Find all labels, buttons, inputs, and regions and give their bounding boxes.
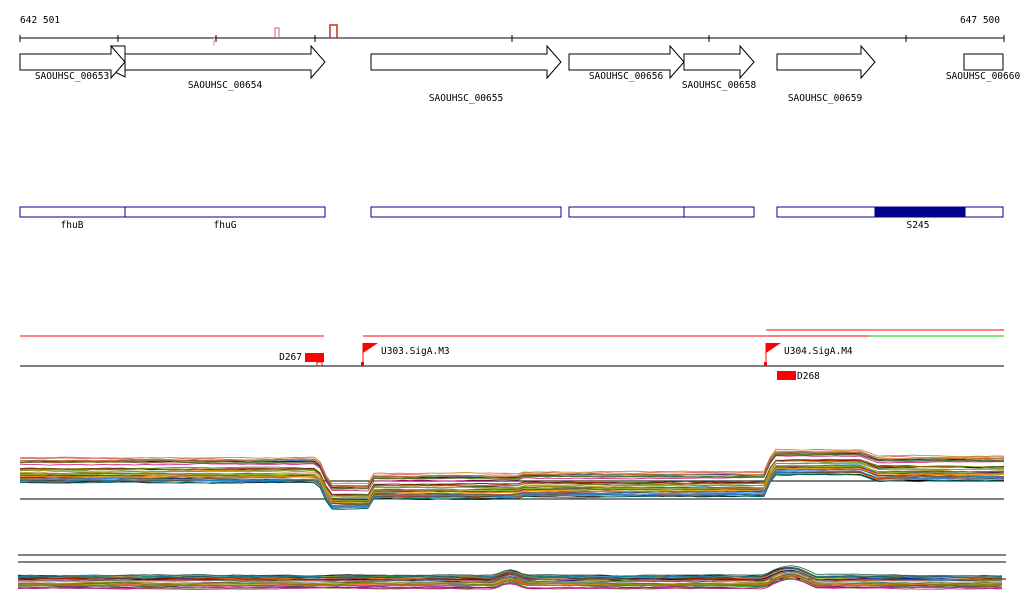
annotation-box[interactable] [124,206,326,218]
promoter-flag[interactable] [766,343,781,353]
annotation-box-highlighted[interactable] [874,206,966,218]
promoter-label: U303.SigA.M3 [381,346,450,357]
gene-label: SAOUHSC_00656 [589,71,664,82]
promoter-flag[interactable] [363,343,378,353]
annotation-box[interactable] [568,206,685,218]
gene-arrow[interactable]: SAOUHSC_00658 [682,44,757,91]
expression-line [18,570,1003,582]
gene-track: SAOUHSC_00653 SAOUHSC_00654 SAOUHSC_0065… [19,44,1021,104]
gene-arrow[interactable]: SAOUHSC_00653 [19,44,126,82]
promoter-dot [764,362,767,366]
end-coordinate: 647 500 [960,15,1000,26]
expression-line [19,455,1005,492]
expression-line [17,565,1003,577]
expression-line [18,575,1002,587]
gene-label: SAOUHSC_00654 [188,80,263,91]
gene-arrow[interactable]: SAOUHSC_00654 [124,44,326,91]
gene-arrow[interactable]: SAOUHSC_00659 [776,44,876,104]
expression-line [19,448,1005,485]
gene-label: SAOUHSC_00655 [429,93,503,104]
gene-label: SAOUHSC_00658 [682,80,757,91]
annotation-box[interactable] [776,206,876,218]
coordinate-ruler: 642 501 647 500 [19,15,1005,46]
promoter-dot [361,362,364,366]
gene-arrow[interactable]: SAOUHSC_00660 [946,53,1021,82]
expression-line [19,464,1005,501]
expression-line [19,450,1005,487]
ruler-marker [274,27,280,38]
annotation-box[interactable] [683,206,755,218]
annotation-box[interactable] [370,206,562,218]
expression-line [19,451,1005,488]
expression-line [19,454,1005,490]
annotation-label: fhuG [214,220,237,231]
expression-line [17,574,1003,586]
expression-line [19,467,1005,504]
gene-label: SAOUHSC_00659 [788,93,863,104]
annotation-track: fhuB fhuG S245 [19,206,1004,231]
expression-lines-lower [17,565,1003,591]
feature-track: D267 U303.SigA.M3 U304.SigA.M4 D268 [20,329,1004,382]
annotation-box[interactable] [19,206,126,218]
terminator-marker[interactable] [305,353,324,362]
expression-line [19,453,1005,490]
expression-track-upper [19,448,1005,510]
expression-line [20,470,1005,508]
promoter-label: U304.SigA.M4 [784,346,853,357]
expression-line [18,567,1003,578]
start-coordinate: 642 501 [20,15,60,26]
expression-line [17,578,1003,591]
terminator-stem [316,361,323,366]
expression-line [19,460,1005,497]
expression-line [19,465,1005,502]
expression-line [19,461,1005,498]
annotation-label: S245 [907,220,930,231]
ruler-marker [329,24,338,38]
expression-line [19,468,1005,505]
terminator-marker[interactable] [777,371,796,380]
gene-arrow[interactable]: SAOUHSC_00656 [568,44,685,82]
expression-line [18,574,1003,586]
annotation-label: fhuB [61,220,84,231]
expression-line [19,466,1005,503]
annotation-box[interactable] [964,206,1004,218]
gene-label: SAOUHSC_00660 [946,71,1021,82]
gene-label: SAOUHSC_00653 [35,71,109,82]
expression-line [17,571,1003,583]
terminator-label: D268 [797,371,820,382]
expression-line [19,462,1005,499]
expression-line [18,567,1003,579]
gene-arrow[interactable]: SAOUHSC_00655 [370,44,562,104]
expression-track-lower [17,554,1006,591]
ruler-marker [213,38,215,46]
terminator-label: D267 [279,352,302,363]
expression-line [20,473,1004,510]
expression-lines-upper [19,448,1005,510]
